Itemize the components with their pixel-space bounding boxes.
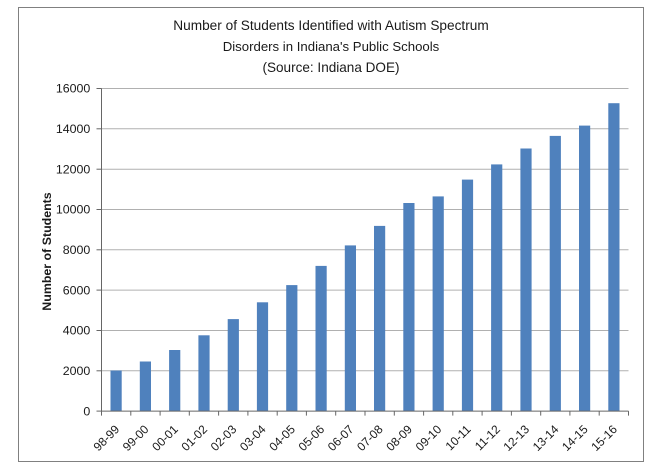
svg-text:0: 0 [83,404,90,418]
svg-text:Number of Students Identified: Number of Students Identified with Autis… [173,18,488,33]
svg-text:16000: 16000 [56,82,91,96]
svg-text:12000: 12000 [56,162,91,176]
svg-text:4000: 4000 [63,324,91,338]
svg-text:14000: 14000 [56,122,91,136]
svg-text:8000: 8000 [63,243,91,257]
svg-text:Number of Students: Number of Students [40,192,54,311]
svg-text:2000: 2000 [63,364,91,378]
svg-text:(Source: Indiana DOE): (Source: Indiana DOE) [262,60,399,75]
svg-text:Disorders in Indiana's Public: Disorders in Indiana's Public Schools [223,39,440,54]
svg-text:10000: 10000 [56,203,91,217]
svg-text:6000: 6000 [63,283,91,297]
